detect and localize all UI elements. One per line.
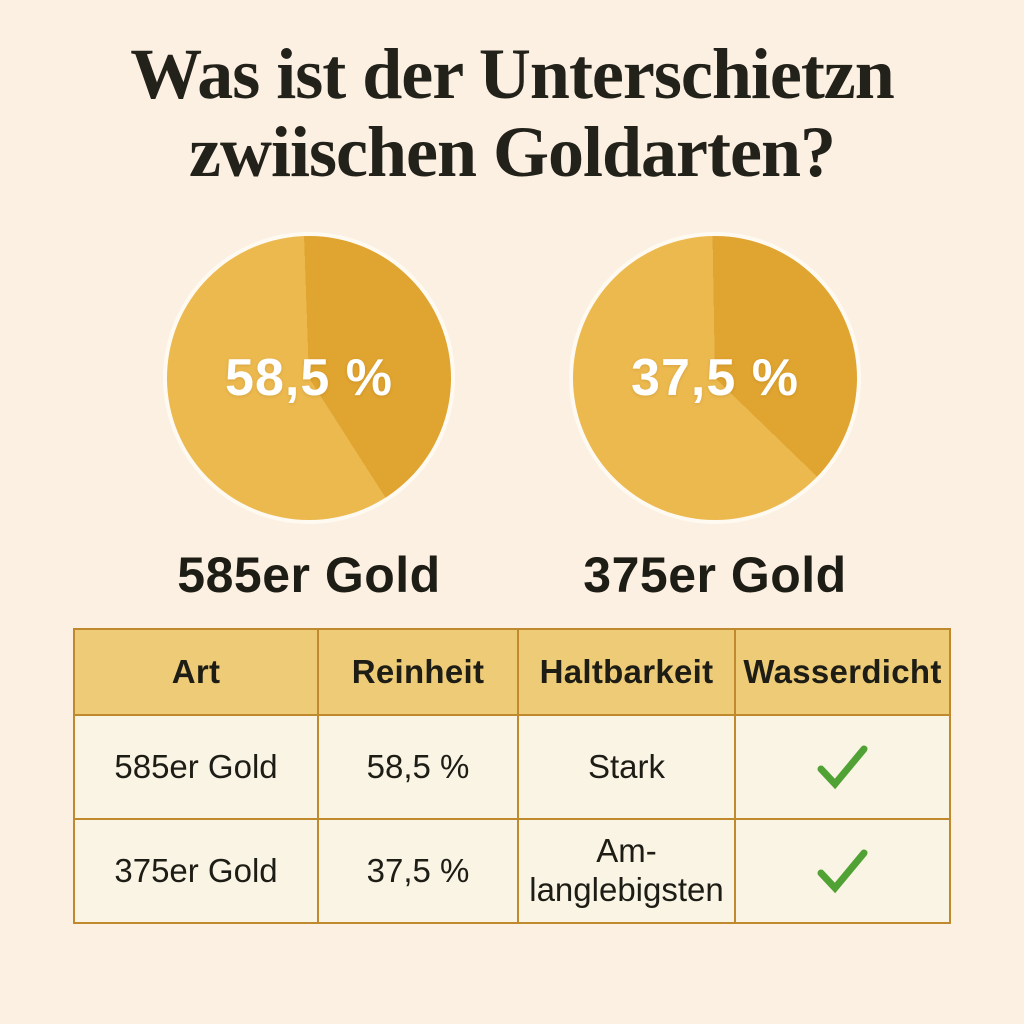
- title-line-1: Was ist der Unterschietzn: [130, 34, 895, 114]
- table-header-wasserdicht: Wasserdicht: [734, 627, 951, 716]
- cell-art-585: 585er Gold: [73, 713, 319, 820]
- pie-value-label-375: 37,5 %: [631, 348, 799, 407]
- table-row-585er-gold: 585er Gold 58,5 % Stark: [73, 713, 951, 820]
- table-header-art: Art: [73, 627, 319, 716]
- cell-wasserdicht-375: [734, 817, 951, 924]
- pie-caption-375er-gold: 375er Gold: [583, 546, 847, 603]
- table-header-reinheit: Reinheit: [317, 627, 519, 716]
- page-title: Was ist der Unterschietzn zwiischen Gold…: [0, 0, 1024, 192]
- pie-value-label-585: 58,5 %: [225, 348, 393, 407]
- pie-chart-585er-gold: 58,5 %: [167, 235, 451, 520]
- table-header-row: Art Reinheit Haltbarkeit Wasserdicht: [73, 627, 951, 716]
- checkmark-icon: [817, 849, 867, 893]
- cell-reinheit-375: 37,5 %: [317, 817, 519, 924]
- pie-captions-row: 585er Gold 375er Gold: [0, 546, 1024, 604]
- title-line-2: zwiischen Goldarten?: [189, 111, 836, 192]
- pie-charts-row: 58,5 % 37,5 %: [0, 235, 1024, 520]
- table-header-haltbarkeit: Haltbarkeit: [517, 627, 736, 716]
- cell-haltbarkeit-585: Stark: [517, 713, 736, 820]
- comparison-table: Art Reinheit Haltbarkeit Wasserdicht 585…: [73, 627, 951, 924]
- cell-art-375: 375er Gold: [73, 817, 319, 924]
- checkmark-icon: [817, 745, 867, 789]
- pie-caption-585er-gold: 585er Gold: [177, 546, 441, 603]
- cell-haltbarkeit-375: Am- langlebigsten: [517, 817, 736, 924]
- cell-wasserdicht-585: [734, 713, 951, 820]
- pie-chart-375er-gold: 37,5 %: [573, 235, 857, 520]
- cell-reinheit-585: 58,5 %: [317, 713, 519, 820]
- table-row-375er-gold: 375er Gold 37,5 % Am- langlebigsten: [73, 817, 951, 924]
